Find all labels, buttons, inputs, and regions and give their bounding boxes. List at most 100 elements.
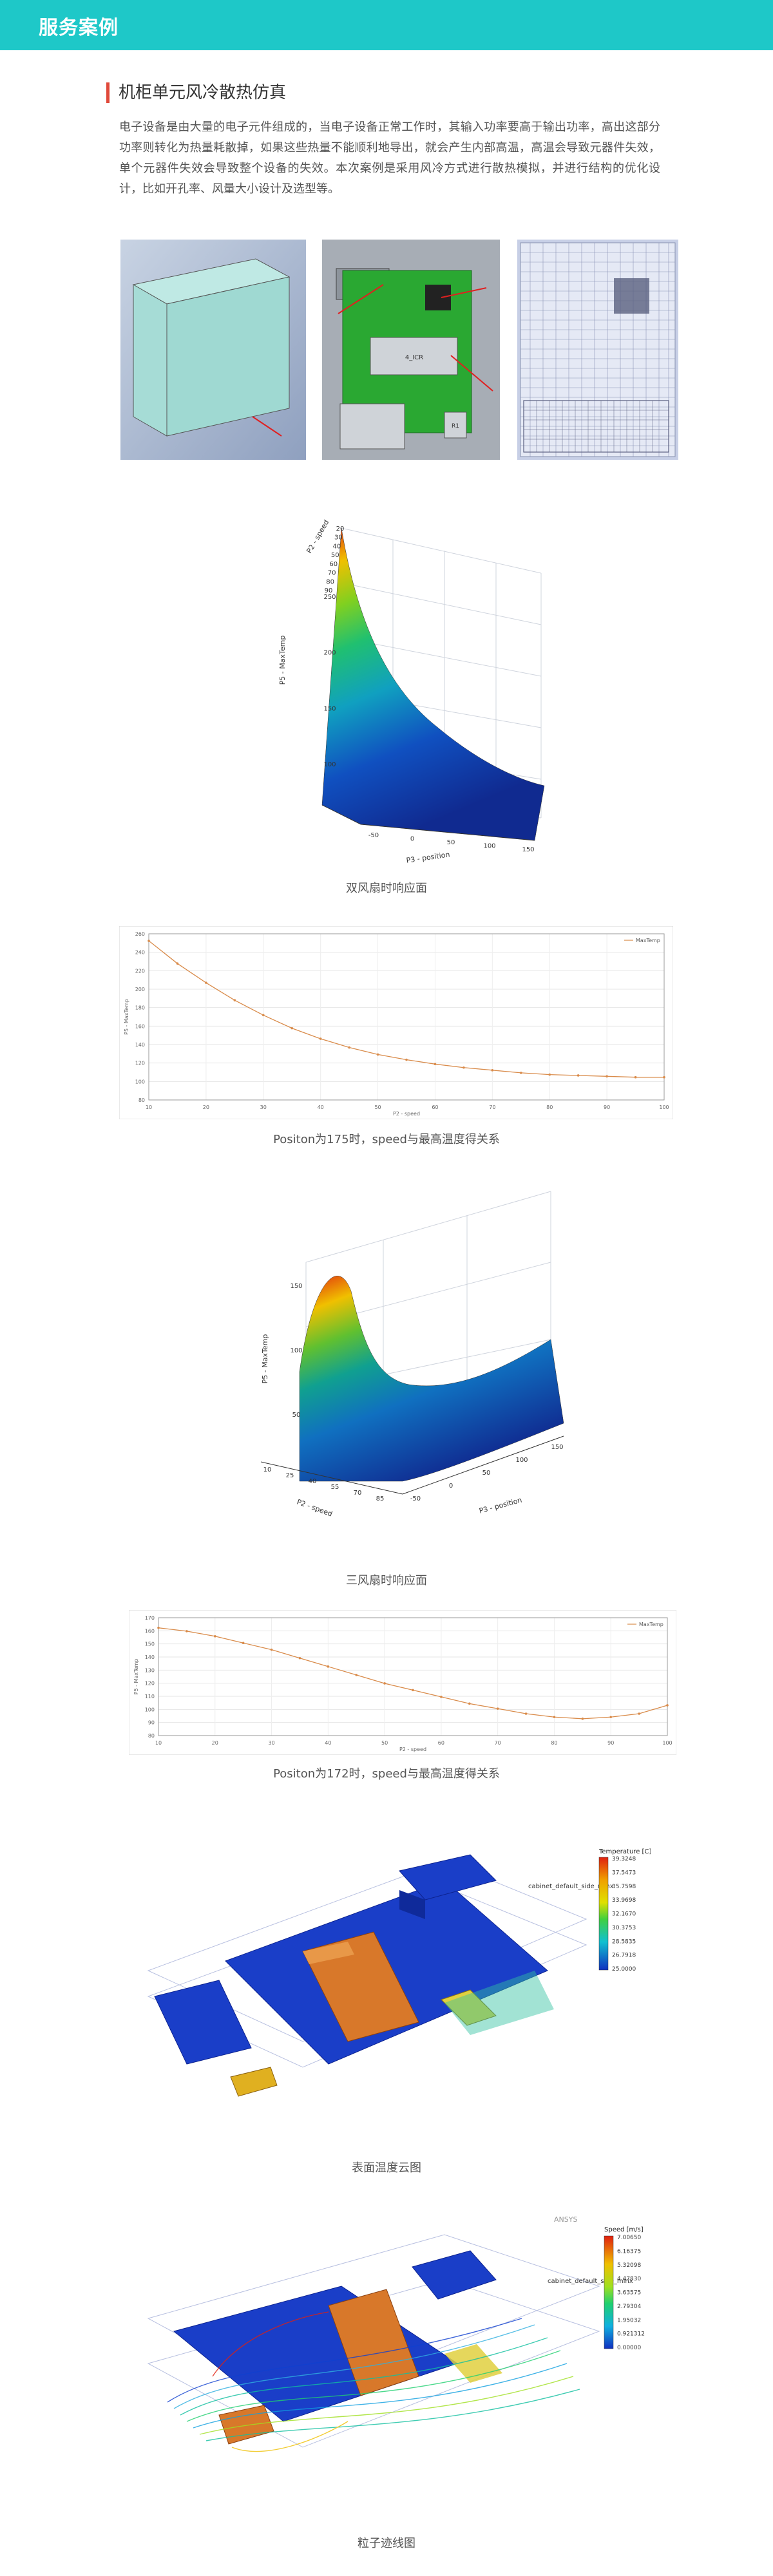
data-point xyxy=(355,1674,358,1676)
header-bar xyxy=(0,0,773,50)
section-title: 机柜单元风冷散热仿真 xyxy=(106,82,286,103)
data-point xyxy=(577,1074,580,1077)
temp-legend-value: 26.7918 xyxy=(612,1953,636,1959)
speed-legend-title: Speed [m/s] xyxy=(604,2226,644,2233)
temp-legend-value: 39.3248 xyxy=(612,1856,636,1862)
data-point xyxy=(319,1037,322,1040)
y-tick-label: 150 xyxy=(145,1642,155,1647)
surface1-x-tick: 60 xyxy=(329,561,338,568)
y-tick-label: 160 xyxy=(145,1628,155,1634)
temp-legend-title: Temperature [C] xyxy=(598,1848,651,1855)
surface2-y-tick: 150 xyxy=(551,1444,563,1451)
intro-paragraph: 电子设备是由大量的电子元件组成的，当电子设备正常工作时，其输入功率要高于输出功率… xyxy=(119,120,660,196)
speed-legend-value: 0.921312 xyxy=(617,2331,645,2338)
temp-legend-value: 37.5473 xyxy=(612,1870,636,1876)
surface1-x-tick: 30 xyxy=(334,535,343,542)
x-tick-label: 50 xyxy=(374,1104,381,1110)
x-tick-label: 60 xyxy=(432,1104,438,1110)
surface1-figure: P5 - MaxTemp P2 - speed P3 - position 25… xyxy=(258,515,554,865)
temp-legend-value: 30.3753 xyxy=(612,1925,636,1931)
data-point xyxy=(581,1718,584,1720)
particle-trajectory-image: ANSYS cabinet_default_side_minx Speed [m… xyxy=(135,2209,651,2512)
surface1-z-tick: 150 xyxy=(323,705,336,712)
surface2-zlabel: P5 - MaxTemp xyxy=(261,1334,269,1384)
caption-surface1: 双风扇时响应面 xyxy=(346,882,427,895)
y-tick-label: 260 xyxy=(135,931,145,937)
surface2-y-tick: 50 xyxy=(482,1470,491,1477)
legend-label: MaxTemp xyxy=(639,1622,663,1627)
data-point xyxy=(468,1702,471,1705)
surface2-y-tick: 100 xyxy=(515,1457,528,1464)
x-tick-label: 10 xyxy=(155,1740,162,1746)
data-point xyxy=(262,1014,265,1017)
x-axis-label: P2 - speed xyxy=(393,1111,420,1117)
cabinet-model-image xyxy=(120,240,306,460)
y-tick-label: 100 xyxy=(135,1079,145,1084)
pcb-model-image: 4_ICR R1 xyxy=(322,240,500,460)
y-tick-label: 90 xyxy=(148,1720,155,1726)
data-point xyxy=(638,1712,640,1715)
x-tick-label: 80 xyxy=(551,1740,557,1746)
y-tick-label: 80 xyxy=(138,1097,145,1103)
data-point xyxy=(148,940,150,942)
data-point xyxy=(663,1075,665,1079)
x-tick-label: 80 xyxy=(546,1104,553,1110)
surface1-zlabel: P5 - MaxTemp xyxy=(278,636,287,685)
data-point xyxy=(440,1696,443,1698)
data-point xyxy=(242,1642,245,1645)
speed-legend-value: 5.32098 xyxy=(617,2262,641,2269)
data-point xyxy=(553,1716,556,1719)
surface1-x-tick: 50 xyxy=(331,552,339,559)
y-tick-label: 240 xyxy=(135,950,145,956)
y-tick-label: 220 xyxy=(135,968,145,974)
x-tick-label: 40 xyxy=(318,1104,324,1110)
surface2-x-tick: 70 xyxy=(354,1490,362,1497)
x-tick-label: 40 xyxy=(325,1740,331,1746)
x-tick-label: 70 xyxy=(489,1104,495,1110)
data-point xyxy=(524,1712,528,1715)
data-point xyxy=(666,1704,669,1707)
surface2-y-tick: -50 xyxy=(410,1495,421,1502)
legend-label: MaxTemp xyxy=(636,938,660,943)
surface1-x-tick: 80 xyxy=(326,578,334,585)
speed-legend-value: 0.00000 xyxy=(617,2345,641,2351)
surface1-ylabel: P3 - position xyxy=(406,850,450,863)
surface1-z-tick: 100 xyxy=(323,761,336,768)
x-tick-label: 50 xyxy=(381,1740,388,1746)
data-point xyxy=(383,1682,386,1685)
x-tick-label: 100 xyxy=(662,1740,672,1746)
data-point xyxy=(548,1073,551,1076)
header-title: 服务案例 xyxy=(39,17,119,39)
surface2-figure: P5 - MaxTemp P2 - speed P3 - position 15… xyxy=(222,1179,583,1565)
data-point xyxy=(176,962,179,965)
speed-object-label: cabinet_default_side_minx xyxy=(548,2278,633,2285)
surface2-z-tick: 50 xyxy=(292,1412,301,1419)
data-point xyxy=(491,1069,494,1072)
x-tick-label: 20 xyxy=(203,1104,209,1110)
data-point xyxy=(405,1058,408,1061)
pcb-small-label: R1 xyxy=(452,423,459,430)
data-point xyxy=(519,1072,522,1074)
y-axis-label: P5 - MaxTemp xyxy=(124,999,129,1035)
y-tick-label: 80 xyxy=(148,1733,155,1739)
data-point xyxy=(606,1075,608,1078)
y-axis-label: P5 - MaxTemp xyxy=(133,1659,139,1695)
speed-legend-value: 6.16375 xyxy=(617,2248,641,2255)
surface1-x-tick: 70 xyxy=(328,570,336,577)
y-tick-label: 170 xyxy=(145,1615,155,1621)
y-tick-label: 130 xyxy=(145,1667,155,1673)
y-tick-label: 180 xyxy=(135,1005,145,1011)
surface2-x-tick: 55 xyxy=(331,1484,339,1491)
surface2-x-tick: 25 xyxy=(286,1472,294,1479)
curve1-chart: 260 240 220 200 180 160 140 120 100 80 10 20 30 40 50 6… xyxy=(119,925,674,1120)
y-tick-label: 120 xyxy=(145,1681,155,1687)
temp-object-label: cabinet_default_side_minx xyxy=(528,1883,614,1890)
x-tick-label: 30 xyxy=(260,1104,267,1110)
speed-legend-value: 7.00650 xyxy=(617,2235,641,2241)
y-tick-label: 110 xyxy=(145,1694,155,1700)
surface1-y-tick: 0 xyxy=(410,836,414,843)
y-tick-label: 160 xyxy=(135,1023,145,1029)
speed-legend-value: 3.63575 xyxy=(617,2290,641,2297)
data-point xyxy=(205,981,207,984)
data-point xyxy=(609,1716,613,1719)
